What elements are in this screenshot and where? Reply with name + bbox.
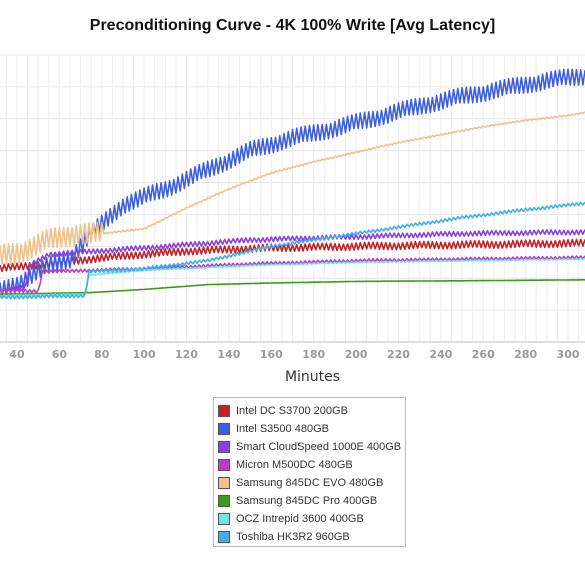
legend-item: Micron M500DC 480GB xyxy=(218,456,405,474)
legend-label: Smart CloudSpeed 1000E 400GB xyxy=(236,441,402,453)
x-tick-label: 240 xyxy=(429,348,452,361)
x-tick-label: 260 xyxy=(472,348,495,361)
series-lines xyxy=(0,68,585,300)
legend-label: Intel DC S3700 200GB xyxy=(236,405,348,417)
x-tick-label: 180 xyxy=(302,348,325,361)
x-tick-label: 100 xyxy=(133,348,156,361)
legend-swatch xyxy=(218,477,230,489)
legend-label: Toshiba HK3R2 960GB xyxy=(236,531,350,543)
legend-swatch xyxy=(218,513,230,525)
x-tick-label: 60 xyxy=(52,348,68,361)
x-tick-label: 160 xyxy=(260,348,283,361)
legend-item: Smart CloudSpeed 1000E 400GB xyxy=(218,438,405,456)
legend-label: OCZ Intrepid 3600 400GB xyxy=(236,513,364,525)
chart-title: Preconditioning Curve - 4K 100% Write [A… xyxy=(89,17,496,34)
x-tick-label: 80 xyxy=(94,348,110,361)
legend-swatch xyxy=(218,405,230,417)
legend-swatch xyxy=(218,495,230,507)
legend-label: Micron M500DC 480GB xyxy=(236,459,353,471)
x-tick-label: 200 xyxy=(345,348,368,361)
x-tick-label: 40 xyxy=(9,348,25,361)
series-line xyxy=(0,201,585,300)
legend-swatch xyxy=(218,531,230,543)
legend-swatch xyxy=(218,423,230,435)
legend-item: OCZ Intrepid 3600 400GB xyxy=(218,510,405,528)
x-tick-label: 280 xyxy=(514,348,537,361)
x-tick-label: 300 xyxy=(557,348,580,361)
series-line xyxy=(0,229,585,295)
x-axis-label: Minutes xyxy=(284,369,341,385)
legend-item: Intel S3500 480GB xyxy=(218,420,405,438)
legend-item: Samsung 845DC EVO 480GB xyxy=(218,474,405,492)
x-tick-label: 120 xyxy=(175,348,198,361)
series-line xyxy=(0,68,585,298)
legend: Intel DC S3700 200GB Intel S3500 480GB Sma… xyxy=(213,397,406,547)
legend-label: Samsung 845DC EVO 480GB xyxy=(236,477,384,489)
grid-lines xyxy=(0,54,585,343)
series-line xyxy=(0,238,585,273)
legend-swatch xyxy=(218,459,230,471)
legend-item: Intel DC S3700 200GB xyxy=(218,402,405,420)
legend-label: Samsung 845DC Pro 400GB xyxy=(236,495,378,507)
legend-swatch xyxy=(218,441,230,453)
x-tick-label: 220 xyxy=(387,348,410,361)
x-tick-labels: 40 60 80 100 120 140 160 180 200 220 240 260 280 300 xyxy=(9,348,580,361)
legend-label: Intel S3500 480GB xyxy=(236,423,329,435)
legend-item: Samsung 845DC Pro 400GB xyxy=(218,492,405,510)
series-line xyxy=(0,257,585,298)
series-line xyxy=(0,111,585,265)
legend-item: Toshiba HK3R2 960GB xyxy=(218,528,405,546)
x-tick-label: 140 xyxy=(217,348,240,361)
series-line xyxy=(0,255,585,294)
series-line xyxy=(0,279,585,295)
